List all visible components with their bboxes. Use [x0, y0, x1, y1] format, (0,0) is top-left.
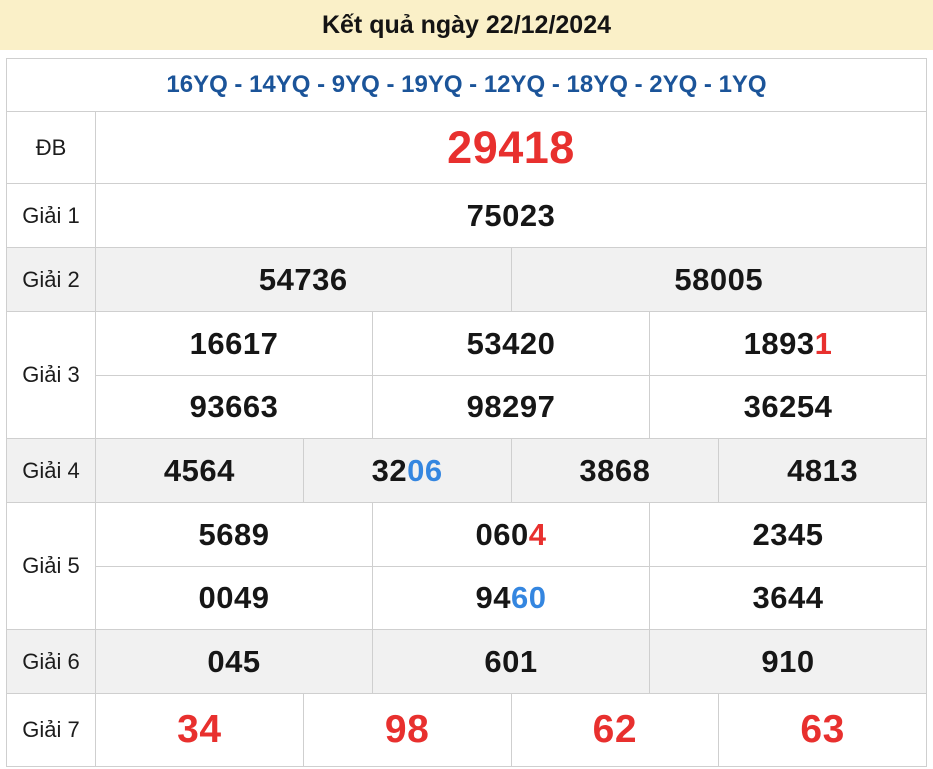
prize-row-g1: Giải 1 75023: [7, 183, 926, 247]
prize-number-part: 36254: [743, 389, 833, 424]
prize-row-db: ĐB 29418: [7, 111, 926, 183]
prize-label-g6: Giải 6: [7, 630, 96, 693]
prize-number-part: 62: [592, 708, 638, 751]
prize-number-part: 54736: [258, 261, 348, 297]
prize-number-part: 34: [177, 708, 222, 751]
prize-cell: 36254: [649, 376, 926, 438]
prize-cell: 4564: [96, 439, 303, 502]
prize-cell: 045: [96, 630, 372, 693]
prize-line: 045 601 910: [96, 630, 926, 693]
prize-cell: 910: [649, 630, 926, 693]
prize-label-g4: Giải 4: [7, 439, 96, 502]
prize-values-g4: 4564 32 06 3868 4813: [96, 439, 926, 502]
prize-rows: ĐB 29418 Giải 1 75023 Giải 2 54736 58005 Giải 3…: [7, 111, 926, 766]
prize-line: 75023: [96, 184, 926, 247]
prize-number-part: 29418: [447, 121, 575, 173]
prize-values-g3: 16617 53420 1893 1 93663 98297 36254: [96, 312, 926, 438]
prize-number-part: 3868: [579, 452, 651, 488]
prize-number-part: 16617: [189, 325, 279, 361]
result-table: 16YQ - 14YQ - 9YQ - 19YQ - 12YQ - 18YQ -…: [6, 58, 927, 767]
prize-cell: 1893 1: [649, 312, 926, 375]
prize-line: 29418: [96, 112, 926, 183]
prize-line: 16617 53420 1893 1: [96, 312, 926, 375]
prize-label-g5: Giải 5: [7, 503, 96, 629]
prize-number-part: 5689: [198, 516, 270, 552]
prize-number-part: 98: [384, 708, 430, 751]
prize-number-part: 06: [407, 452, 443, 488]
prize-number-part: 1: [814, 325, 833, 361]
prize-line: 54736 58005: [96, 248, 926, 311]
loto-codes-text: 16YQ - 14YQ - 9YQ - 19YQ - 12YQ - 18YQ -…: [166, 71, 767, 98]
prize-number-part: 32: [371, 452, 408, 488]
prize-number-part: 53420: [466, 325, 556, 361]
prize-cell: 62: [510, 694, 719, 766]
prize-row-g3: Giải 3 16617 53420 1893 1 93663 98297 36254: [7, 311, 926, 438]
prize-cell: 34: [96, 694, 303, 766]
loto-codes-row: 16YQ - 14YQ - 9YQ - 19YQ - 12YQ - 18YQ -…: [7, 59, 926, 111]
prize-number-part: 060: [475, 516, 529, 552]
prize-label-g2: Giải 2: [7, 248, 96, 311]
prize-values-db: 29418: [96, 112, 926, 183]
prize-label-g1: Giải 1: [7, 184, 96, 247]
prize-number-part: 60: [511, 580, 547, 615]
prize-line: 4564 32 06 3868 4813: [96, 439, 926, 502]
prize-line: 5689 060 4 2345: [96, 503, 926, 566]
prize-number-part: 4813: [787, 452, 859, 488]
prize-number-part: 1893: [743, 325, 815, 361]
prize-cell: 0049: [96, 567, 372, 629]
prize-label-g7: Giải 7: [7, 694, 96, 766]
prize-cell: 98297: [372, 376, 649, 438]
prize-cell: 29418: [96, 112, 926, 183]
prize-cell: 63: [718, 694, 926, 766]
prize-number-part: 98297: [466, 389, 556, 424]
prize-values-g6: 045 601 910: [96, 630, 926, 693]
prize-number-part: 58005: [674, 261, 764, 297]
prize-cell: 601: [372, 630, 649, 693]
prize-row-g4: Giải 4 4564 32 06 3868 4813: [7, 438, 926, 502]
prize-values-g7: 34 98 62 63: [96, 694, 926, 766]
prize-cell: 58005: [510, 248, 927, 311]
prize-cell: 75023: [96, 184, 926, 247]
prize-number-part: 94: [475, 580, 511, 615]
prize-cell: 54736: [96, 248, 511, 311]
prize-cell: 060 4: [372, 503, 649, 566]
title-bar: Kết quả ngày 22/12/2024: [0, 0, 933, 50]
prize-cell: 53420: [372, 312, 649, 375]
prize-cell: 32 06: [302, 439, 511, 502]
prize-cell: 3868: [510, 439, 719, 502]
prize-number-part: 75023: [466, 197, 556, 233]
prize-number-part: 93663: [189, 389, 279, 424]
prize-cell: 94 60: [372, 567, 649, 629]
prize-row-g6: Giải 6 045 601 910: [7, 629, 926, 693]
prize-values-g1: 75023: [96, 184, 926, 247]
prize-cell: 2345: [649, 503, 926, 566]
prize-values-g2: 54736 58005: [96, 248, 926, 311]
prize-cell: 5689: [96, 503, 372, 566]
prize-label-g3: Giải 3: [7, 312, 96, 438]
prize-cell: 98: [302, 694, 511, 766]
prize-cell: 4813: [718, 439, 926, 502]
prize-cell: 3644: [649, 567, 926, 629]
prize-cell: 93663: [96, 376, 372, 438]
prize-number-part: 3644: [752, 580, 824, 615]
prize-row-g7: Giải 7 34 98 62 63: [7, 693, 926, 766]
prize-line: 93663 98297 36254: [96, 375, 926, 438]
prize-row-g2: Giải 2 54736 58005: [7, 247, 926, 311]
prize-number-part: 601: [484, 643, 538, 679]
prize-values-g5: 5689 060 4 2345 0049 94 60 3644: [96, 503, 926, 629]
prize-number-part: 045: [207, 643, 261, 679]
prize-number-part: 2345: [752, 516, 824, 552]
prize-row-g5: Giải 5 5689 060 4 2345 0049 94 60 3644: [7, 502, 926, 629]
prize-label-db: ĐB: [7, 112, 96, 183]
prize-number-part: 63: [800, 708, 845, 751]
prize-line: 34 98 62 63: [96, 694, 926, 766]
prize-line: 0049 94 60 3644: [96, 566, 926, 629]
prize-number-part: 0049: [198, 580, 270, 615]
prize-number-part: 4: [528, 516, 547, 552]
prize-number-part: 4564: [163, 452, 235, 488]
page-title: Kết quả ngày 22/12/2024: [321, 10, 612, 39]
prize-number-part: 910: [761, 643, 815, 679]
prize-cell: 16617: [96, 312, 372, 375]
